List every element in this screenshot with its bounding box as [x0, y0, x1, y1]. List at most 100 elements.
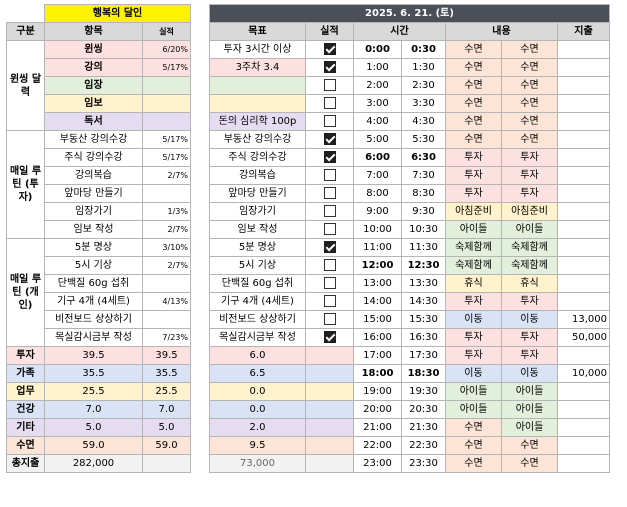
result-cell[interactable]: 5/17%	[142, 130, 191, 149]
spend-cell[interactable]	[557, 274, 610, 293]
spend-cell[interactable]	[557, 256, 610, 275]
activity-cell[interactable]: 숙제함께	[445, 238, 502, 257]
summary-value[interactable]: 39.5	[44, 346, 143, 365]
sheet-title[interactable]: 행복의 달인	[44, 4, 191, 23]
time-cell[interactable]: 7:30	[401, 166, 446, 185]
summary-label-family[interactable]: 가족	[6, 364, 45, 383]
result-cell[interactable]	[142, 112, 191, 131]
hours-total-cell[interactable]: 2.0	[209, 418, 306, 437]
item-cell[interactable]: 주식 강의수강	[44, 148, 143, 167]
goal-cell[interactable]: 임장가기	[209, 202, 306, 221]
time-cell[interactable]: 11:00	[353, 238, 402, 257]
time-cell[interactable]: 1:00	[353, 58, 402, 77]
item-cell[interactable]: 강의	[44, 58, 143, 77]
hours-total-cell[interactable]: 0.0	[209, 400, 306, 419]
activity-cell[interactable]: 투자	[445, 328, 502, 347]
checked-checkbox-icon[interactable]	[323, 43, 336, 55]
activity-cell[interactable]: 투자	[501, 184, 558, 203]
total-spend-value[interactable]: 282,000	[44, 454, 143, 473]
activity-cell[interactable]: 아이들	[501, 382, 558, 401]
time-cell[interactable]: 14:30	[401, 292, 446, 311]
checked-checkbox-icon[interactable]	[323, 151, 336, 163]
spend-cell[interactable]	[557, 220, 610, 239]
goal-cell[interactable]: 돈의 심리학 100p	[209, 112, 306, 131]
done-checkbox[interactable]	[305, 310, 354, 329]
activity-cell[interactable]: 수면	[445, 436, 502, 455]
spend-cell[interactable]	[557, 346, 610, 365]
result-cell[interactable]: 3/10%	[142, 238, 191, 257]
activity-cell[interactable]: 이동	[501, 310, 558, 329]
summary-label-sleep[interactable]: 수면	[6, 436, 45, 455]
time-cell[interactable]: 0:30	[401, 40, 446, 59]
result-cell[interactable]: 6/20%	[142, 40, 191, 59]
time-cell[interactable]: 4:30	[401, 112, 446, 131]
item-cell[interactable]: 5분 명상	[44, 238, 143, 257]
summary-result[interactable]: 25.5	[142, 382, 191, 401]
activity-cell[interactable]: 수면	[501, 112, 558, 131]
time-cell[interactable]: 19:30	[401, 382, 446, 401]
summary-label-work[interactable]: 업무	[6, 382, 45, 401]
activity-cell[interactable]: 숙제함께	[501, 238, 558, 257]
time-cell[interactable]: 23:30	[401, 454, 446, 473]
date-header[interactable]: 2025. 6. 21. (토)	[209, 4, 610, 23]
time-cell[interactable]: 15:30	[401, 310, 446, 329]
activity-cell[interactable]: 투자	[501, 328, 558, 347]
goal-cell[interactable]: 단백질 60g 섭취	[209, 274, 306, 293]
time-cell[interactable]: 11:30	[401, 238, 446, 257]
done-checkbox[interactable]	[305, 328, 354, 347]
activity-cell[interactable]: 투자	[445, 148, 502, 167]
activity-cell[interactable]: 이동	[445, 364, 502, 383]
time-cell[interactable]: 6:30	[401, 148, 446, 167]
spend-cell[interactable]: 13,000	[557, 310, 610, 329]
time-cell[interactable]: 13:30	[401, 274, 446, 293]
activity-cell[interactable]: 수면	[445, 58, 502, 77]
result-cell[interactable]: 2/7%	[142, 220, 191, 239]
goal-cell[interactable]: 앞마당 만들기	[209, 184, 306, 203]
time-cell[interactable]: 6:00	[353, 148, 402, 167]
activity-cell[interactable]: 숙제함께	[501, 256, 558, 275]
result-cell[interactable]: 5/17%	[142, 58, 191, 77]
time-cell[interactable]: 16:00	[353, 328, 402, 347]
activity-cell[interactable]: 아이들	[445, 220, 502, 239]
time-cell[interactable]: 3:00	[353, 94, 402, 113]
item-cell[interactable]: 독서	[44, 112, 143, 131]
hours-total-cell[interactable]: 6.0	[209, 346, 306, 365]
summary-value[interactable]: 5.0	[44, 418, 143, 437]
header-result[interactable]: 실적	[142, 22, 191, 41]
hours-total-cell[interactable]: 0.0	[209, 382, 306, 401]
spend-cell[interactable]	[557, 130, 610, 149]
activity-cell[interactable]: 투자	[445, 292, 502, 311]
time-cell[interactable]: 12:30	[401, 256, 446, 275]
time-cell[interactable]: 17:30	[401, 346, 446, 365]
header-item[interactable]: 항목	[44, 22, 143, 41]
activity-cell[interactable]: 수면	[445, 94, 502, 113]
activity-cell[interactable]: 수면	[501, 58, 558, 77]
summary-label-invest[interactable]: 투자	[6, 346, 45, 365]
result-cell[interactable]	[142, 310, 191, 329]
time-cell[interactable]: 18:00	[353, 364, 402, 383]
result-cell[interactable]	[142, 274, 191, 293]
time-cell[interactable]: 10:00	[353, 220, 402, 239]
activity-cell[interactable]: 수면	[445, 76, 502, 95]
activity-cell[interactable]: 아침준비	[501, 202, 558, 221]
time-cell[interactable]: 13:00	[353, 274, 402, 293]
spend-cell[interactable]	[557, 418, 610, 437]
time-cell[interactable]: 20:00	[353, 400, 402, 419]
done-checkbox[interactable]	[305, 130, 354, 149]
item-cell[interactable]: 목실감시금부 작성	[44, 328, 143, 347]
activity-cell[interactable]: 아이들	[445, 382, 502, 401]
goal-cell[interactable]: 비전보드 상상하기	[209, 310, 306, 329]
result-cell[interactable]	[142, 76, 191, 95]
done-checkbox[interactable]	[305, 292, 354, 311]
time-cell[interactable]: 16:30	[401, 328, 446, 347]
checked-checkbox-icon[interactable]	[323, 241, 336, 253]
goal-cell[interactable]: 기구 4개 (4세트)	[209, 292, 306, 311]
time-cell[interactable]: 5:00	[353, 130, 402, 149]
item-cell[interactable]: 단백질 60g 섭취	[44, 274, 143, 293]
done-checkbox[interactable]	[305, 94, 354, 113]
time-cell[interactable]: 22:30	[401, 436, 446, 455]
hours-total-cell[interactable]: 6.5	[209, 364, 306, 383]
time-cell[interactable]: 21:30	[401, 418, 446, 437]
hours-total-cell[interactable]: 9.5	[209, 436, 306, 455]
goal-cell[interactable]: 주식 강의수강	[209, 148, 306, 167]
